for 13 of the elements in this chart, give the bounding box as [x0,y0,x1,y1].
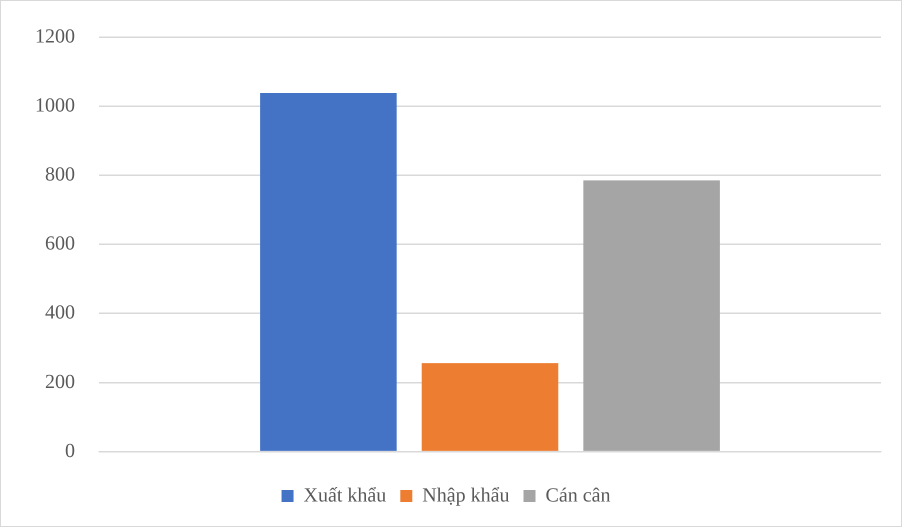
y-tick-label: 600 [45,232,75,255]
y-tick-label: 1000 [35,94,75,116]
legend-label: Xuất khẩu [304,484,386,506]
bar [583,180,720,451]
y-tick-label: 200 [45,370,75,393]
bar [422,363,558,451]
y-tick-label: 800 [45,163,75,186]
legend-label: Nhập khẩu [422,484,510,506]
y-tick-label: 400 [45,302,75,324]
y-tick-label: 0 [65,440,75,462]
bar [260,92,397,451]
legend-label: Cán cân [545,484,610,506]
y-tick-label: 1200 [35,25,75,48]
